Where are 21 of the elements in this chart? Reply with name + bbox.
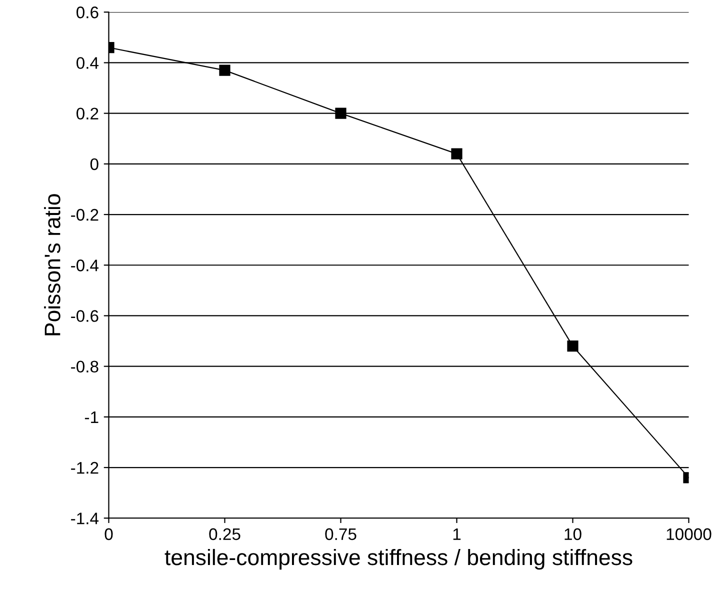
- x-tick-label: 0: [104, 528, 113, 540]
- y-tick-label: -0.4: [71, 260, 99, 272]
- y-tick-label: 0.4: [76, 57, 99, 69]
- x-tick-label: 0.75: [325, 528, 356, 540]
- x-tick-label: 0.25: [209, 528, 240, 540]
- y-tick-label: -1.4: [71, 512, 99, 524]
- y-tick-label: -0.6: [71, 310, 98, 322]
- y-tick-label: -0.2: [71, 208, 98, 221]
- y-tick-label: 0: [90, 158, 98, 170]
- point: [335, 108, 346, 119]
- x-axis-title: tensile-compressive stiffness / bending stiffness: [164, 548, 632, 570]
- y-tick-label: -1.2: [71, 462, 98, 474]
- x-tick-label: 1: [453, 528, 461, 540]
- y-tick-label: -1: [84, 412, 98, 423]
- y-axis-title: Poisson's ratio: [44, 194, 60, 336]
- point: [451, 148, 462, 160]
- y-tick-label: -0.8: [71, 360, 98, 373]
- y-tick-label: 0.2: [76, 108, 98, 120]
- x-tick-label: 10: [564, 528, 582, 540]
- x-tick-label: 10000: [666, 528, 712, 540]
- y-tick-label: 0.6: [76, 6, 98, 18]
